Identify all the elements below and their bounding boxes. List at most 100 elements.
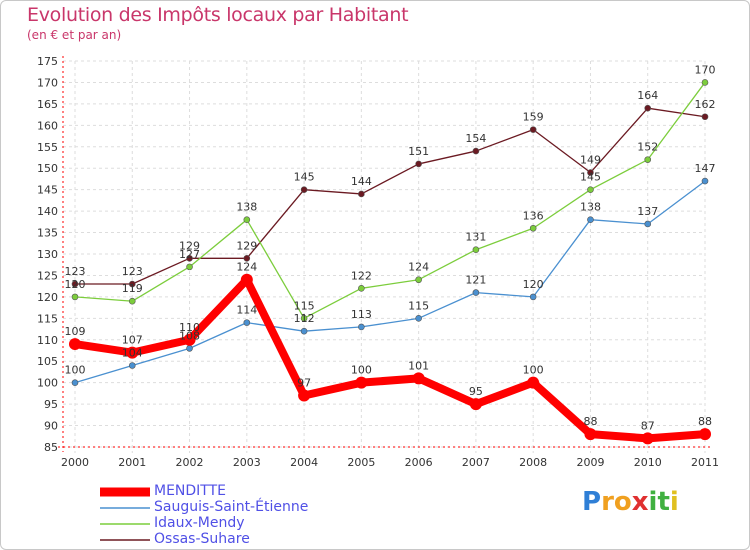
- data-label: 147: [695, 162, 716, 175]
- data-label: 129: [179, 239, 200, 252]
- series-line-3: [74, 107, 706, 285]
- legend-swatch: [100, 507, 150, 509]
- data-label: 131: [465, 231, 486, 244]
- data-label: 164: [637, 89, 658, 102]
- data-label: 87: [641, 419, 655, 432]
- series-line-0: [71, 275, 709, 443]
- axes: 85 90 95 100 105 110 115 120 125 130 135 140 145 150 1…: [37, 55, 719, 469]
- data-label: 122: [351, 269, 372, 282]
- data-label: 129: [236, 239, 257, 252]
- x-tick-label: 2005: [347, 456, 375, 469]
- chart-title: Evolution des Impôts locaux par Habitant: [27, 4, 409, 26]
- data-point: [472, 246, 480, 254]
- y-tick-label: 160: [37, 119, 58, 132]
- logo-letter: x: [631, 487, 649, 517]
- y-tick-label: 155: [37, 141, 58, 154]
- data-label: 114: [236, 304, 257, 317]
- y-tick-label: 130: [37, 248, 58, 261]
- data-point: [358, 190, 365, 198]
- data-point: [529, 126, 537, 133]
- data-point: [69, 338, 81, 351]
- data-point: [71, 379, 79, 386]
- x-tick-label: 2000: [61, 456, 89, 469]
- legend-swatch: [100, 539, 150, 541]
- data-label: 109: [65, 325, 86, 338]
- data-label: 123: [65, 265, 86, 278]
- logo-letter: i: [669, 487, 679, 517]
- data-label: 121: [465, 274, 486, 287]
- y-tick-label: 135: [37, 227, 58, 240]
- data-label: 100: [523, 364, 544, 377]
- y-tick-label: 175: [37, 55, 58, 68]
- legend-label: Sauguis-Saint-Étienne: [154, 499, 309, 515]
- x-tick-label: 2007: [462, 456, 490, 469]
- data-point: [701, 177, 709, 185]
- data-point: [126, 346, 139, 359]
- series-line-1: [74, 180, 706, 384]
- logo-letter: o: [613, 487, 632, 517]
- data-point: [469, 398, 482, 411]
- data-label: 137: [637, 205, 658, 218]
- data-point: [529, 293, 537, 301]
- data-label: 104: [122, 347, 143, 360]
- series-line-2: [74, 81, 706, 319]
- data-point: [186, 254, 193, 262]
- grid: [63, 60, 706, 453]
- data-label: 149: [580, 154, 601, 167]
- data-label: 88: [698, 415, 712, 428]
- data-point: [415, 160, 422, 168]
- y-tick-label: 100: [37, 377, 58, 390]
- data-point: [128, 362, 136, 369]
- y-tick-label: 125: [37, 269, 58, 282]
- data-label: 154: [465, 132, 486, 145]
- x-tick-label: 2009: [576, 456, 604, 469]
- data-label: 120: [65, 278, 86, 291]
- data-point: [300, 327, 308, 335]
- data-label: 151: [408, 145, 429, 158]
- data-label: 119: [122, 282, 143, 295]
- x-tick-label: 2004: [290, 456, 318, 469]
- data-label: 162: [695, 98, 716, 111]
- data-point: [644, 156, 652, 163]
- data-label: 97: [297, 377, 311, 390]
- data-point: [355, 376, 368, 389]
- data-label: 144: [351, 175, 372, 188]
- y-tick-label: 90: [44, 420, 58, 433]
- data-label: 123: [122, 265, 143, 278]
- data-point: [701, 79, 709, 86]
- data-point: [472, 147, 480, 155]
- data-point: [472, 289, 480, 296]
- chart-subtitle: (en € et par an): [27, 28, 122, 42]
- data-label: 170: [695, 63, 716, 76]
- y-tick-label: 115: [37, 312, 58, 325]
- data-point: [243, 319, 251, 326]
- data-point: [641, 432, 654, 445]
- proxiti-logo: Proxiti: [582, 487, 679, 517]
- data-point: [587, 216, 594, 223]
- x-tick-label: 2002: [176, 456, 204, 469]
- data-point: [128, 280, 136, 288]
- data-point: [358, 285, 365, 292]
- x-tick-label: 2008: [519, 456, 547, 469]
- data-point: [584, 428, 597, 441]
- y-tick-label: 110: [37, 334, 58, 347]
- x-tick-label: 2001: [118, 456, 146, 469]
- data-point: [300, 315, 308, 322]
- data-label: 100: [65, 364, 86, 377]
- data-label: 101: [408, 359, 429, 372]
- data-point: [243, 216, 251, 223]
- y-tick-label: 145: [37, 184, 58, 197]
- data-point: [701, 113, 709, 121]
- y-tick-label: 170: [37, 76, 58, 89]
- data-point: [412, 372, 425, 385]
- y-tick-label: 105: [37, 355, 58, 368]
- data-point: [183, 333, 196, 346]
- x-tick-label: 2010: [634, 456, 662, 469]
- data-point: [587, 169, 594, 176]
- data-label: 112: [294, 312, 315, 325]
- data-labels: 123 123 129 129 145 144 151 154 159 149 164 162 120 1…: [65, 63, 716, 432]
- data-point: [587, 186, 594, 193]
- data-point: [71, 280, 79, 288]
- data-label: 120: [523, 278, 544, 291]
- data-label: 124: [408, 261, 429, 274]
